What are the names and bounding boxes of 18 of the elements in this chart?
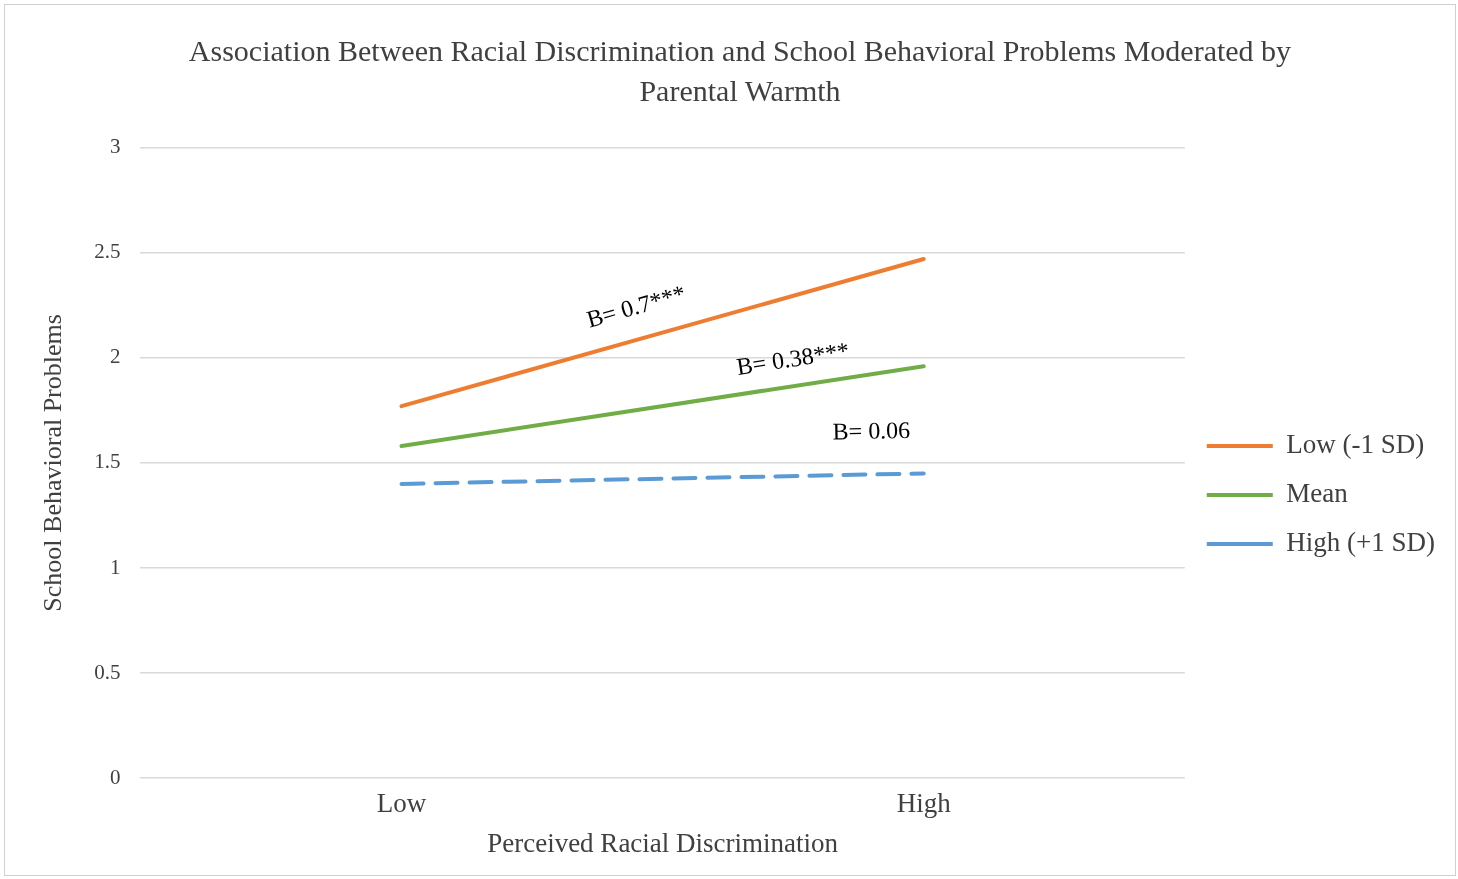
legend-label: Low (-1 SD) [1286, 429, 1425, 460]
annotation: B= 0.06 [832, 416, 911, 445]
y-tick-label: 1.5 [94, 449, 121, 474]
y-tick-label: 0 [109, 764, 121, 789]
annotation: B= 0.7*** [583, 280, 689, 333]
x-tick-label: Low [376, 788, 427, 819]
x-axis-title: Perceived Racial Discrimination [487, 827, 839, 858]
y-tick-label: 0.5 [94, 659, 121, 684]
y-tick-label: 1 [109, 554, 121, 579]
y-axis-title: School Behavioral Problems [38, 314, 68, 612]
y-tick-label: 2.5 [94, 239, 121, 264]
y-tick-label: 2 [109, 344, 121, 369]
legend-label: Mean [1286, 478, 1349, 509]
x-tick-label: High [896, 788, 952, 819]
legend-label: High (+1 SD) [1286, 527, 1436, 558]
annotation: B= 0.38*** [734, 337, 851, 380]
chart-title: Association Between Racial Discrimination and School Behavioral Problems Moderated by Parental Warmth [187, 33, 1293, 109]
y-tick-label: 3 [109, 134, 121, 159]
